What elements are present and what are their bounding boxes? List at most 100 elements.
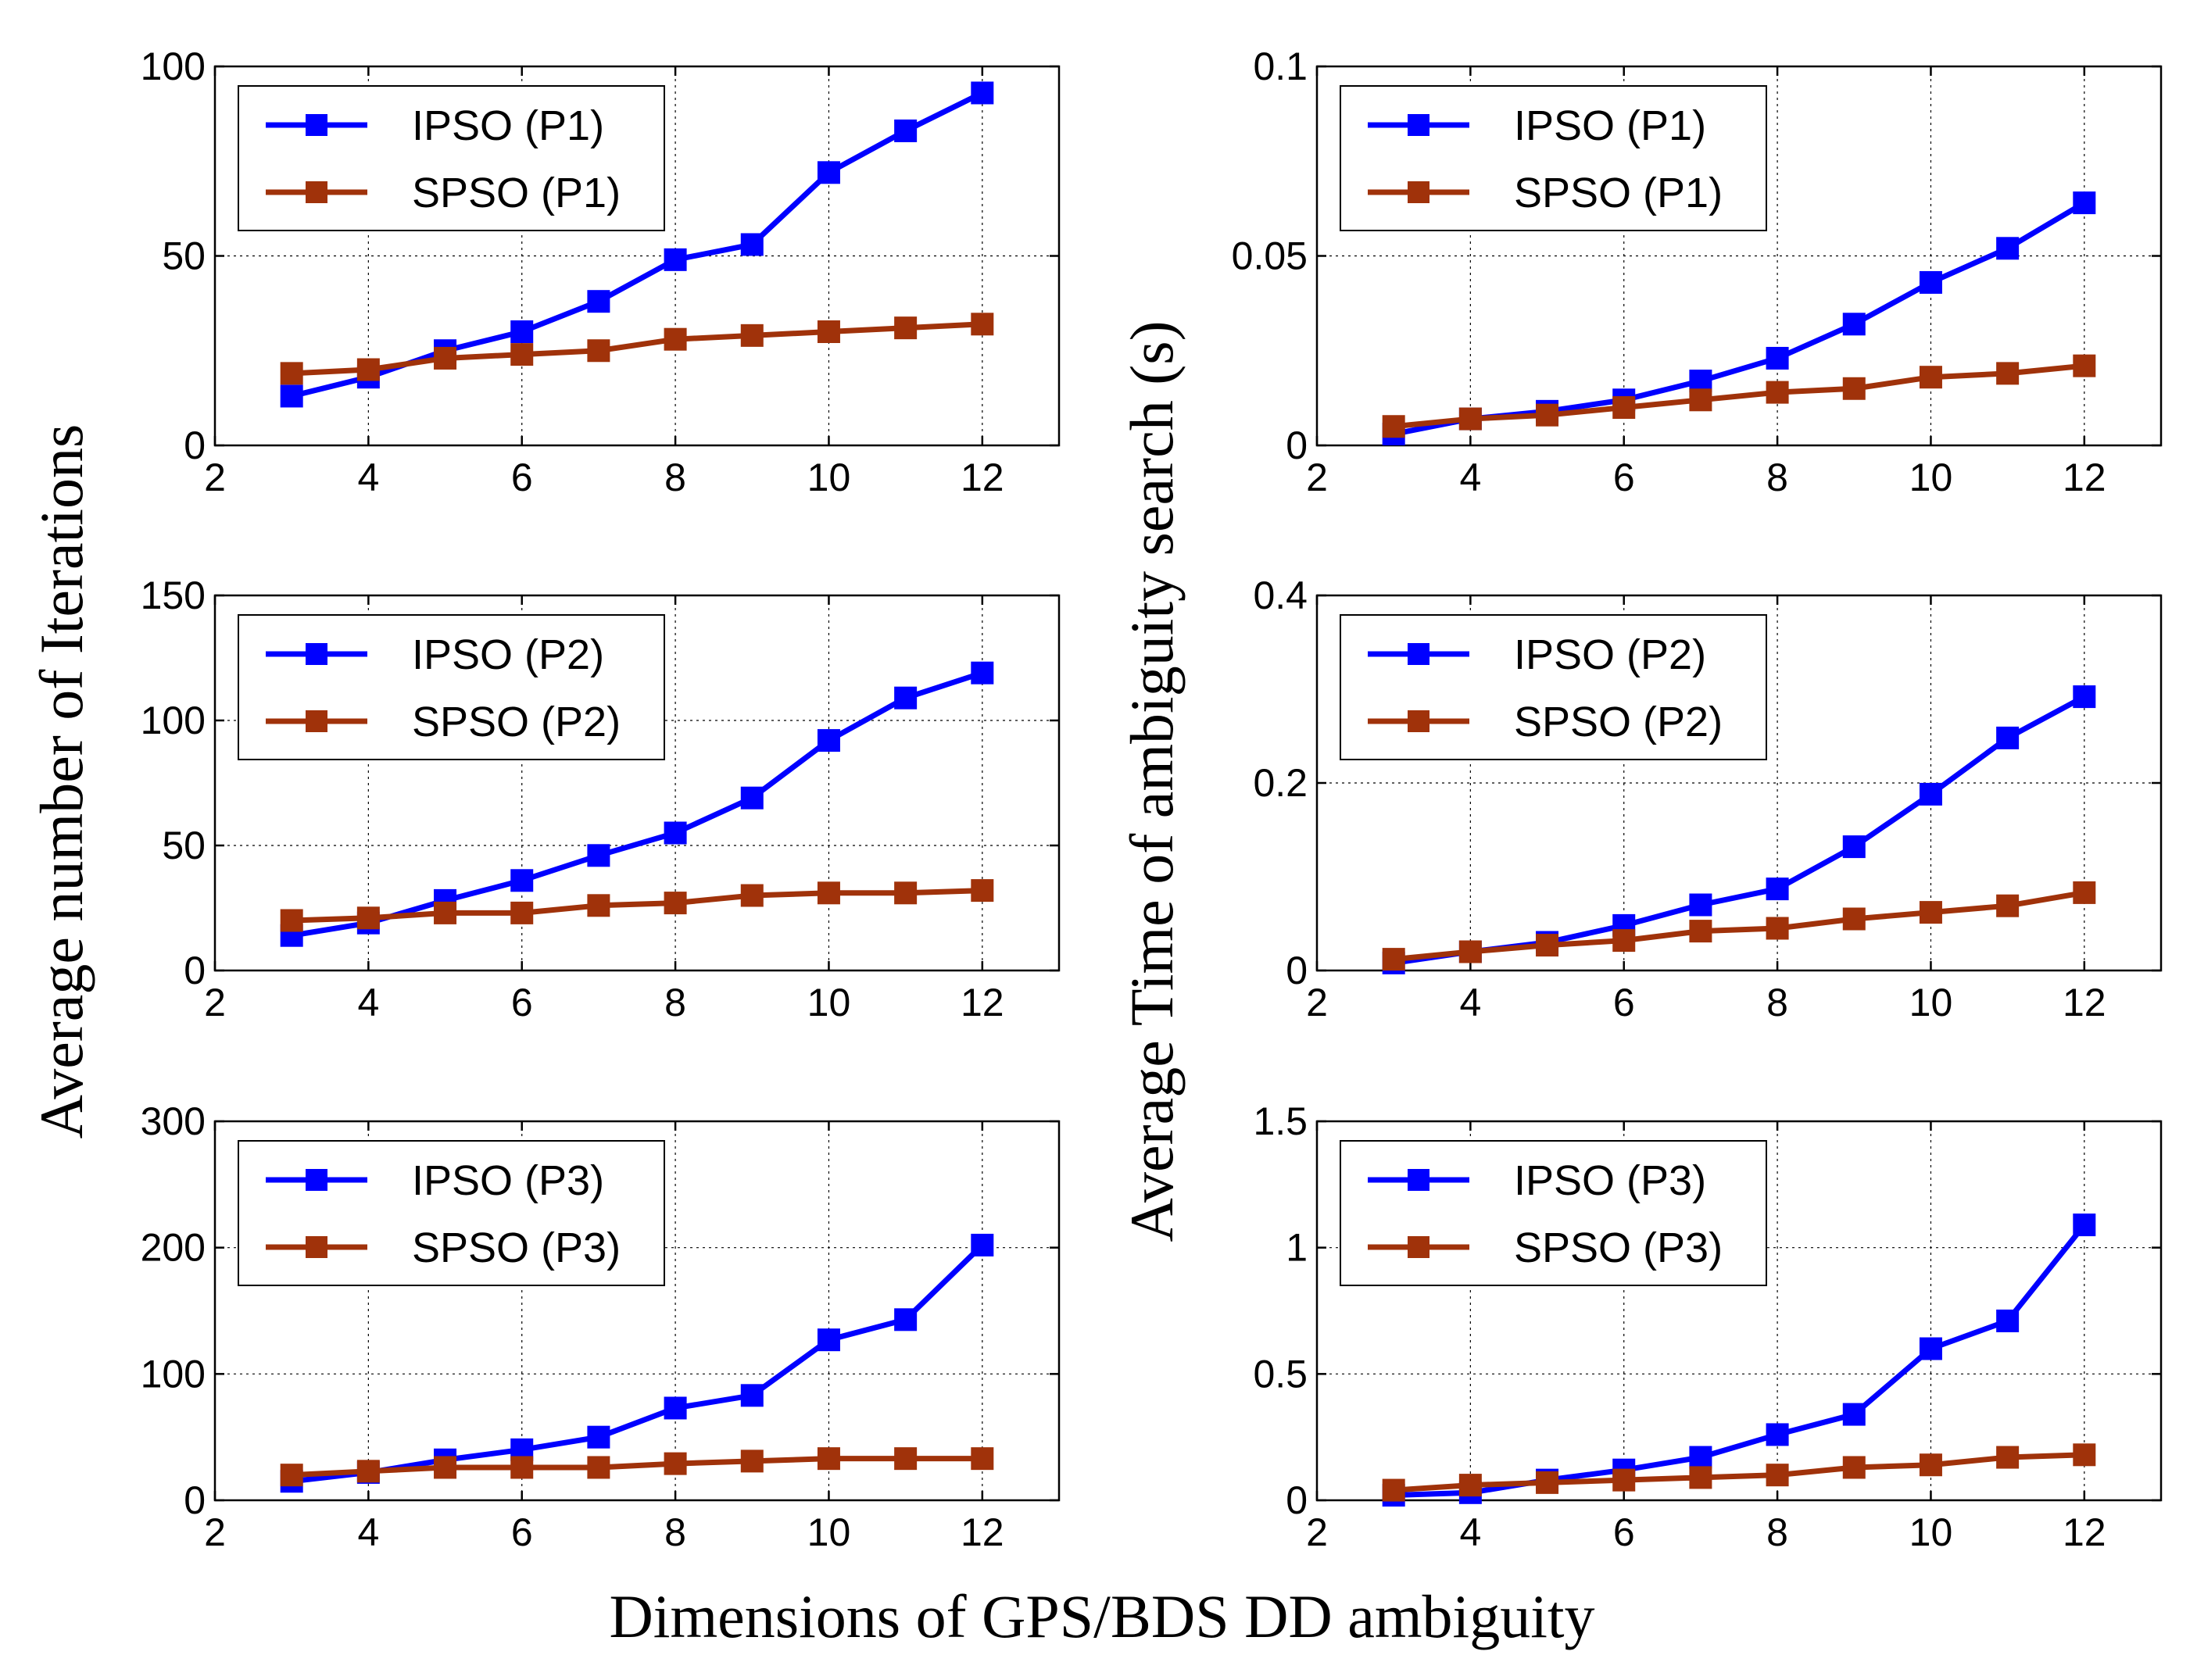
data-point-spso bbox=[356, 358, 380, 381]
legend-label: IPSO (P2) bbox=[412, 631, 604, 678]
panel-time-P3: 2 4 6 8 10 12 0 0.5 1 1.5 IPSO (P3) SPSO (P3) bbox=[1253, 1099, 2163, 1554]
data-point-ipso bbox=[1842, 313, 1866, 336]
legend-box bbox=[1340, 614, 1767, 760]
x-tick-label: 10 bbox=[1909, 456, 1953, 499]
x-tick-label: 10 bbox=[807, 981, 851, 1024]
y-tick-label: 0.5 bbox=[1253, 1352, 1308, 1396]
y-tick-label: 1 bbox=[1286, 1226, 1308, 1270]
legend-swatch-marker bbox=[306, 181, 327, 203]
series-line-spso bbox=[1393, 889, 2085, 963]
data-point-spso bbox=[1689, 1466, 1712, 1489]
panel-time-P1: 2 4 6 8 10 12 0 0.05 0.1 IPSO (P1) SPSO (P1) bbox=[1232, 45, 2163, 499]
legend: IPSO (P1) SPSO (P1) bbox=[1340, 85, 1767, 231]
legend-label: IPSO (P2) bbox=[1514, 631, 1706, 678]
y-tick-label: 50 bbox=[162, 234, 206, 278]
y-tick-label: 1.5 bbox=[1253, 1099, 1308, 1143]
x-tick-label: 12 bbox=[961, 981, 1004, 1024]
data-point-spso bbox=[971, 879, 994, 903]
y-tick-label: 0 bbox=[184, 1478, 206, 1522]
data-point-spso bbox=[356, 906, 380, 930]
data-point-ipso bbox=[817, 729, 840, 752]
data-point-ipso bbox=[1766, 1423, 1789, 1446]
y-tick-label: 0 bbox=[184, 949, 206, 992]
y-tick-label: 0 bbox=[1286, 424, 1308, 467]
data-point-spso bbox=[1919, 366, 1942, 389]
data-point-spso bbox=[971, 313, 994, 336]
x-tick-label: 6 bbox=[511, 981, 533, 1024]
legend-label: SPSO (P1) bbox=[412, 170, 621, 216]
data-point-spso bbox=[1842, 1456, 1866, 1479]
data-point-spso bbox=[1996, 894, 2020, 917]
x-tick-label: 8 bbox=[1766, 1510, 1788, 1554]
x-tick-label: 2 bbox=[204, 981, 226, 1024]
data-point-ipso bbox=[2073, 1214, 2096, 1237]
data-point-ipso bbox=[1842, 835, 1866, 859]
x-tick-label: 2 bbox=[204, 1510, 226, 1554]
data-point-spso bbox=[1612, 396, 1636, 419]
data-point-ipso bbox=[894, 119, 918, 142]
data-point-spso bbox=[280, 909, 303, 932]
data-point-ipso bbox=[740, 786, 764, 810]
data-point-spso bbox=[1919, 901, 1942, 924]
x-tick-label: 10 bbox=[807, 456, 851, 499]
series-line-spso bbox=[292, 888, 982, 924]
x-tick-label: 2 bbox=[1306, 981, 1328, 1024]
legend-box bbox=[1340, 1140, 1767, 1286]
x-tick-label: 2 bbox=[1306, 456, 1328, 499]
data-point-spso bbox=[1382, 948, 1405, 971]
legend: IPSO (P2) SPSO (P2) bbox=[238, 614, 665, 760]
data-point-spso bbox=[1766, 1464, 1789, 1487]
y-tick-label: 300 bbox=[141, 1099, 206, 1143]
data-point-ipso bbox=[587, 1425, 610, 1449]
data-point-ipso bbox=[2073, 191, 2096, 215]
data-point-spso bbox=[434, 346, 457, 370]
data-point-ipso bbox=[1689, 893, 1712, 917]
data-point-spso bbox=[664, 327, 687, 351]
data-point-spso bbox=[971, 1447, 994, 1471]
data-point-spso bbox=[1536, 1471, 1559, 1494]
data-point-spso bbox=[894, 1447, 918, 1471]
data-point-spso bbox=[280, 362, 303, 385]
legend-box bbox=[1340, 85, 1767, 231]
legend-swatch-marker bbox=[1408, 181, 1429, 203]
data-point-ipso bbox=[817, 1328, 840, 1352]
legend-swatch-marker bbox=[1408, 643, 1429, 665]
data-point-spso bbox=[2073, 1443, 2096, 1467]
y-tick-label: 100 bbox=[141, 1352, 206, 1396]
data-point-spso bbox=[740, 323, 764, 347]
data-point-ipso bbox=[1842, 1403, 1866, 1426]
data-point-spso bbox=[894, 881, 918, 905]
axis-box bbox=[213, 594, 1061, 972]
data-point-ipso bbox=[510, 320, 534, 343]
data-point-spso bbox=[1766, 917, 1789, 940]
data-point-spso bbox=[1996, 362, 2020, 385]
data-point-spso bbox=[664, 1452, 687, 1475]
x-tick-label: 4 bbox=[1459, 981, 1481, 1024]
x-tick-label: 8 bbox=[1766, 981, 1788, 1024]
data-point-ipso bbox=[740, 1384, 764, 1407]
x-tick-label: 12 bbox=[961, 1510, 1004, 1554]
y-tick-label: 0.05 bbox=[1232, 234, 1308, 278]
legend-swatch-marker bbox=[1408, 1169, 1429, 1191]
x-tick-label: 8 bbox=[664, 456, 686, 499]
data-point-spso bbox=[894, 316, 918, 340]
data-point-spso bbox=[817, 320, 840, 343]
x-tick-label: 10 bbox=[807, 1510, 851, 1554]
y-tick-label: 200 bbox=[141, 1226, 206, 1270]
legend-box bbox=[238, 1140, 665, 1286]
series-line-ipso bbox=[291, 670, 983, 938]
x-tick-label: 12 bbox=[2063, 1510, 2106, 1554]
x-axis-title: Dimensions of GPS/BDS DD ambiguity bbox=[609, 1582, 1594, 1650]
data-point-ipso bbox=[971, 1233, 994, 1256]
x-tick-label: 4 bbox=[357, 1510, 379, 1554]
legend-label: IPSO (P1) bbox=[1514, 102, 1706, 149]
data-point-ipso bbox=[1996, 1309, 2020, 1332]
series-line-ipso bbox=[291, 1242, 985, 1485]
data-point-ipso bbox=[817, 161, 840, 184]
legend-label: IPSO (P1) bbox=[412, 102, 604, 149]
data-point-ipso bbox=[587, 844, 610, 867]
data-point-ipso bbox=[1919, 782, 1942, 806]
data-point-spso bbox=[356, 1460, 380, 1483]
series-line-spso bbox=[1393, 1452, 2084, 1493]
